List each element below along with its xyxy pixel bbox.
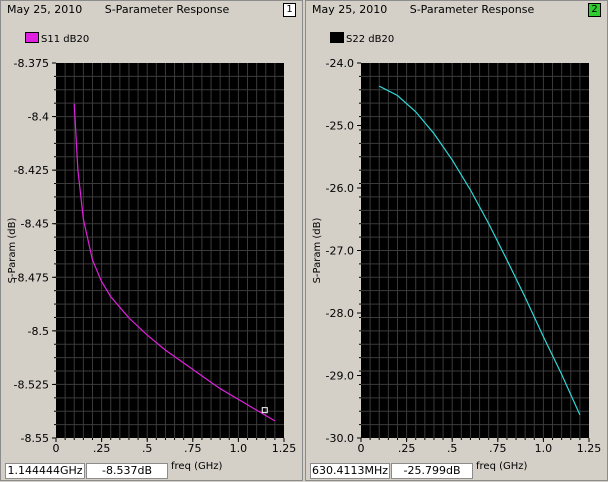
x-axis-label: freq (GHz): [476, 461, 528, 472]
y-tick-label: -24.0: [326, 57, 354, 70]
y-axis-label: S-Param (dB): [312, 217, 323, 283]
x-tick-label: 0: [53, 442, 60, 455]
x-tick-label: .25: [93, 442, 111, 455]
y-axis-label: S-Param (dB): [7, 217, 18, 283]
y-tick-label: -30.0: [326, 432, 354, 445]
x-tick-label: .75: [489, 442, 507, 455]
legend-label: S22 dB20: [346, 34, 395, 45]
y-tick-label: -27.0: [326, 245, 354, 258]
y-tick-label: -8.375: [14, 57, 49, 70]
x-tick-label: 1.0: [230, 442, 248, 455]
window-number-badge[interactable]: 2: [588, 3, 601, 17]
window-number-badge[interactable]: 1: [283, 3, 296, 17]
y-tick-label: -25.0: [326, 120, 354, 133]
plot-panel-s22[interactable]: May 25, 2010 S-Parameter Response 2 S22 …: [305, 0, 608, 481]
readout-y: -8.537dB: [86, 463, 168, 479]
marker-point: [261, 407, 268, 414]
x-tick-label: 1.25: [577, 442, 602, 455]
x-tick-label: 0: [358, 442, 365, 455]
x-tick-label: 1.25: [272, 442, 297, 455]
x-tick-label: .75: [184, 442, 202, 455]
series-line: [378, 85, 581, 416]
plot-panel-s11[interactable]: May 25, 2010 S-Parameter Response 1 S11 …: [0, 0, 303, 481]
y-tick-label: -29.0: [326, 370, 354, 383]
y-tick-label: -8.425: [14, 164, 49, 177]
x-tick-label: 1.0: [535, 442, 553, 455]
panel-title: S-Parameter Response: [409, 3, 535, 16]
y-tick-label: -8.4: [28, 111, 49, 124]
y-tick-label: -28.0: [326, 307, 354, 320]
legend-label: S11 dB20: [41, 34, 90, 45]
date-label: May 25, 2010: [312, 3, 388, 16]
chart-s22[interactable]: 0 .25 .5 .75 1.0 1.25 -24.0 -25.0 -26.0 -27.0 -28.…: [306, 1, 608, 482]
x-tick-label: .5: [447, 442, 458, 455]
legend-swatch: [25, 32, 39, 43]
legend[interactable]: S22 dB20: [330, 32, 394, 45]
y-tick-label: -8.5: [28, 325, 49, 338]
x-axis-label: freq (GHz): [171, 461, 223, 472]
panel-header: May 25, 2010 S-Parameter Response 2: [312, 3, 601, 17]
readout-y: -25.799dB: [391, 463, 473, 479]
x-tick-label: .25: [398, 442, 416, 455]
readout-x: 630.4113MHz: [310, 463, 390, 479]
chart-s11[interactable]: 0 .25 .5 .75 1.0 1.25 -8.375 -8.4 -8.425 -8.45 -8.…: [1, 1, 304, 482]
panel-title: S-Parameter Response: [104, 3, 230, 16]
y-tick-label: -8.45: [21, 218, 49, 231]
panel-header: May 25, 2010 S-Parameter Response 1: [7, 3, 296, 17]
y-tick-label: -8.525: [14, 378, 49, 391]
y-tick-label: -26.0: [326, 182, 354, 195]
y-tick-label: -8.55: [21, 432, 49, 445]
x-tick-label: .5: [142, 442, 153, 455]
y-tick-label: -8.475: [14, 271, 49, 284]
legend[interactable]: S11 dB20: [25, 32, 89, 45]
series-line: [73, 103, 276, 422]
legend-swatch: [330, 32, 344, 43]
date-label: May 25, 2010: [7, 3, 83, 16]
readout-x: 1.144444GHz: [5, 463, 85, 479]
